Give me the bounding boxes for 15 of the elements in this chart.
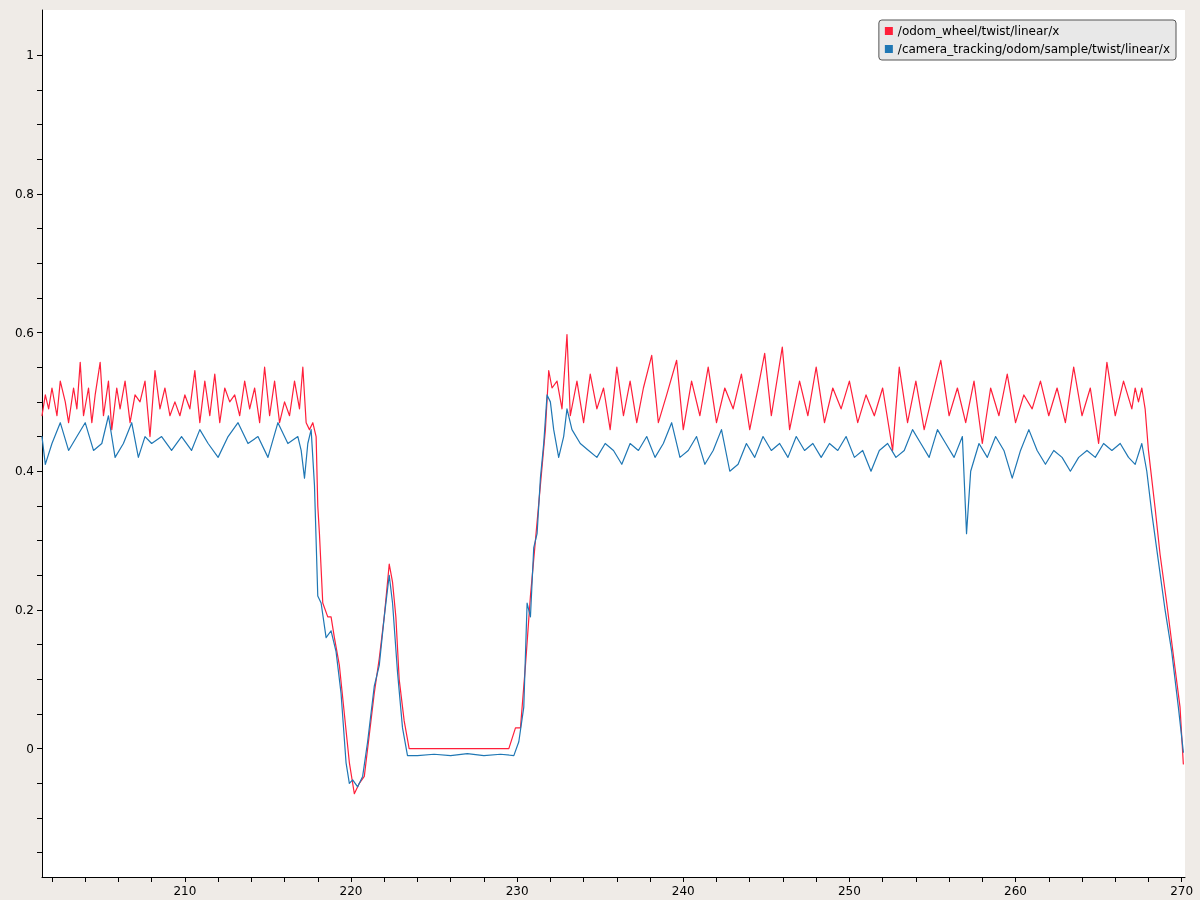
- x-tick-label: 260: [1004, 884, 1027, 898]
- y-tick-label: 0.4: [14, 464, 34, 479]
- legend-label: /odom_wheel/twist/linear/x: [897, 24, 1060, 38]
- y-tick-label: 0.6: [14, 325, 34, 340]
- legend-label: /camera_tracking/odom/sample/twist/linear/x: [897, 42, 1170, 56]
- x-tick-label: 220: [339, 884, 363, 898]
- y-tick-label: 0.2: [14, 602, 34, 617]
- y-tick-label: 0.8: [14, 186, 34, 201]
- x-tick-label: 210: [173, 884, 197, 898]
- x-tick-label: 270: [1170, 884, 1194, 898]
- y-tick-label: 0: [26, 741, 34, 756]
- x-tick-label: 240: [671, 884, 695, 898]
- y-tick-label: 1: [26, 48, 34, 63]
- x-tick-label: 230: [505, 884, 529, 898]
- x-tick-label: 250: [837, 884, 861, 898]
